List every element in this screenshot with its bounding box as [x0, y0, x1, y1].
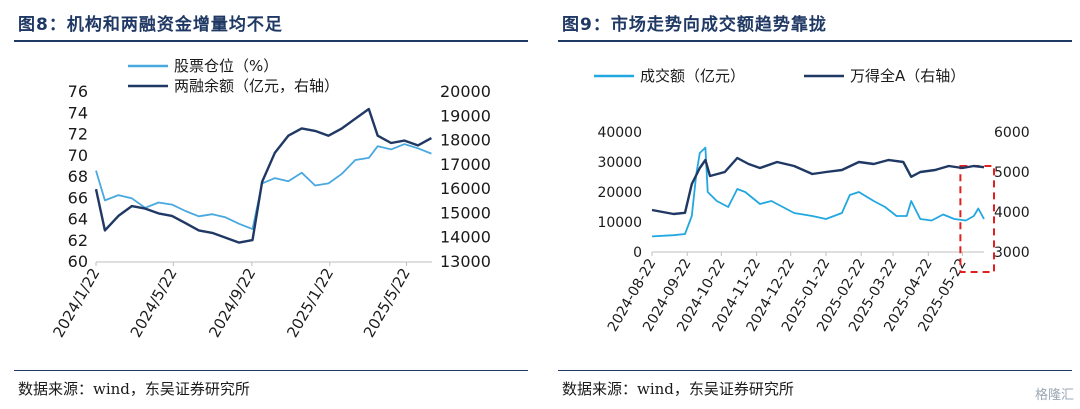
y-right-tick-label: 17000: [440, 155, 491, 174]
y-right-tick-label: 6000: [994, 125, 1030, 141]
y-left-tick-label: 62: [68, 231, 88, 250]
title-rule: [558, 40, 1072, 42]
x-tick-label: 2024/5/22: [127, 265, 181, 341]
x-tick-label: 2024/9/22: [205, 265, 259, 341]
y-left-tick-label: 20000: [597, 185, 642, 201]
legend-label: 股票仓位（%）: [174, 57, 278, 75]
y-right-tick-label: 14000: [440, 228, 491, 247]
y-right-tick-label: 18000: [440, 131, 491, 150]
y-right-tick-label: 15000: [440, 203, 491, 222]
y-right-tick-label: 3000: [994, 245, 1030, 261]
y-left-tick-label: 0: [633, 245, 642, 261]
right-panel: 图9：市场走势向成交额趋势靠拢 0 10000 20000 30000 40000 300…: [548, 0, 1078, 409]
left-chart: 60 62 64 66 68 70 72 74 76 13000 14000 15000 16000 17…: [49, 57, 491, 341]
y-left-tick-label: 64: [68, 210, 88, 229]
y-right-tick-label: 13000: [440, 252, 491, 271]
source-note: 数据来源：wind，东吴证券研究所: [562, 380, 794, 398]
y-left-tick-label: 76: [68, 82, 88, 101]
y-left-tick-label: 66: [68, 188, 88, 207]
title-rule: [14, 40, 528, 42]
highlight-box: [959, 165, 995, 273]
y-left-tick-label: 70: [68, 146, 88, 165]
series-line-2: [94, 107, 432, 244]
chart-title: 图8：机构和两融资金增量均不足: [18, 15, 283, 35]
y-right-tick-label: 16000: [440, 179, 491, 198]
chart-title: 图9：市场走势向成交额趋势靠拢: [562, 15, 827, 35]
legend-label: 两融余额（亿元，右轴）: [174, 77, 339, 95]
left-panel: 图8：机构和两融资金增量均不足 60 62 64 66 68 70 72 74 76 13000 1…: [4, 0, 534, 409]
y-left-tick-label: 60: [68, 252, 88, 271]
right-chart: 0100002000030000400003000400050006000202…: [594, 67, 1030, 334]
y-left-tick-label: 30000: [597, 155, 642, 171]
y-left-tick-label: 68: [68, 167, 88, 186]
x-tick-label: 2024/1/22: [49, 265, 103, 341]
y-right-tick-label: 4000: [994, 205, 1030, 221]
legend-label: 成交额（亿元）: [640, 67, 745, 85]
y-left-tick-label: 74: [68, 103, 88, 122]
y-left-tick-label: 10000: [597, 215, 642, 231]
legend-label: 万得全A（右轴）: [850, 67, 965, 85]
source-note: 数据来源：wind，东吴证券研究所: [18, 380, 250, 398]
y-left-tick-label: 40000: [597, 125, 642, 141]
y-right-tick-label: 20000: [440, 82, 491, 101]
watermark-logo: 格隆汇: [1034, 388, 1074, 403]
source-rule: [14, 370, 528, 371]
series-line-1: [95, 143, 432, 231]
series-line-2: [651, 156, 985, 216]
series-line-1: [651, 146, 985, 238]
y-left-tick-label: 72: [68, 125, 88, 144]
y-right-tick-label: 19000: [440, 106, 491, 125]
x-tick-label: 2025/1/22: [283, 265, 337, 341]
source-rule: [558, 370, 1072, 371]
x-tick-label: 2025/5/22: [360, 265, 414, 341]
y-right-tick-label: 5000: [994, 165, 1030, 181]
